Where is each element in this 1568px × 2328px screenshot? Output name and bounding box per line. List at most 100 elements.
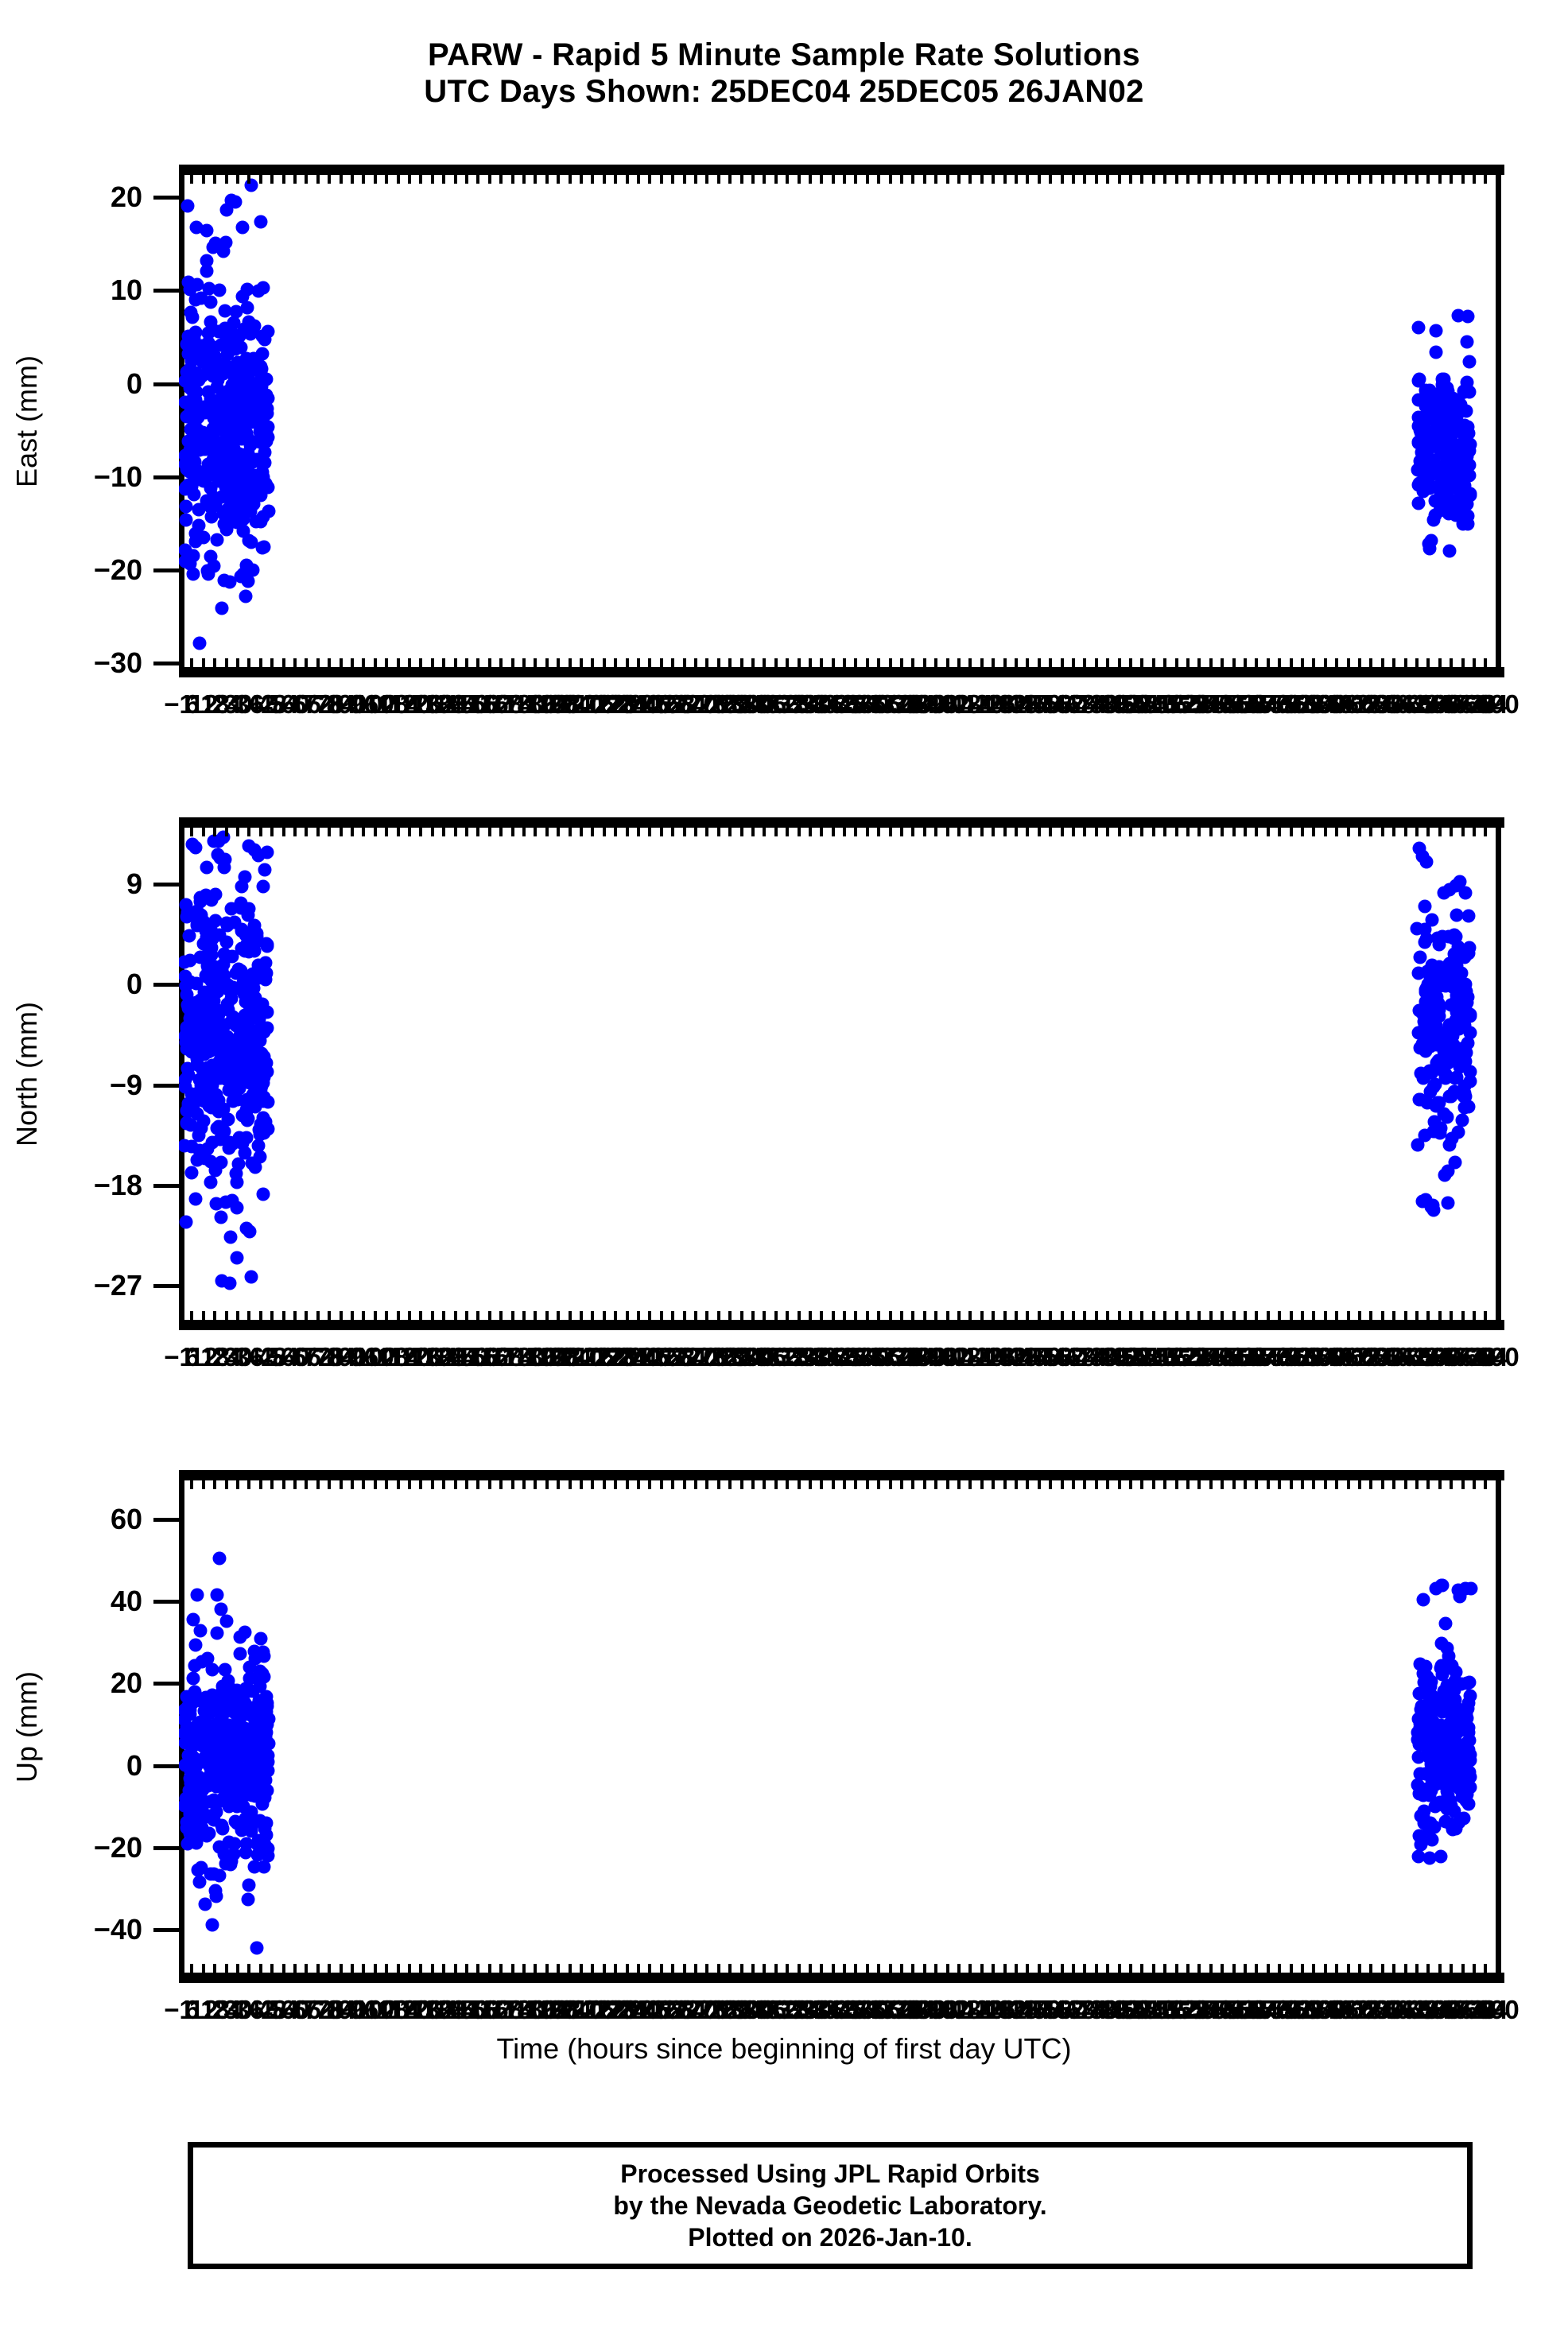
data-point — [179, 480, 193, 495]
x-tick-label: 552 — [1212, 689, 1256, 719]
data-point — [179, 499, 193, 514]
x-tick-label: 210 — [559, 689, 604, 719]
y-tick-mark — [153, 475, 179, 479]
x-minor-tick — [1501, 1320, 1504, 1330]
data-point — [217, 1051, 231, 1065]
data-point — [234, 901, 248, 915]
x-tick-label: 570 — [1246, 689, 1290, 719]
x-tick-label: 96 — [349, 689, 379, 719]
data-point — [243, 1224, 257, 1239]
plot-area-up — [179, 1470, 1501, 1983]
data-point — [252, 1123, 266, 1137]
data-point — [1419, 424, 1434, 438]
data-point — [1411, 966, 1426, 980]
x-tick-label: 120 — [387, 689, 432, 719]
data-point — [257, 1860, 271, 1874]
y-tick-mark — [153, 1183, 179, 1188]
data-point — [260, 937, 274, 952]
data-point — [218, 1663, 232, 1677]
data-point — [1451, 967, 1465, 981]
data-point — [1429, 345, 1443, 359]
data-point — [204, 295, 218, 309]
data-point — [1426, 513, 1440, 527]
data-point — [193, 1624, 208, 1638]
x-tick-label: 414 — [949, 689, 993, 719]
data-point — [182, 929, 196, 943]
data-point — [209, 1088, 223, 1102]
data-point — [1416, 1071, 1430, 1085]
x-tick-label: 138 — [422, 689, 467, 719]
data-point — [194, 1078, 208, 1092]
x-tick-label: 420 — [960, 689, 1004, 719]
data-point — [206, 960, 220, 975]
x-tick-label: 222 — [582, 689, 627, 719]
data-point — [1427, 1115, 1442, 1129]
data-point — [220, 347, 235, 362]
data-point — [227, 1792, 242, 1806]
x-tick-label: 48 — [258, 689, 287, 719]
data-point — [193, 1779, 208, 1794]
data-point — [254, 365, 268, 379]
x-tick-label: 312 — [754, 689, 798, 719]
plot-panel-up: 60 40 20 0 −20 −40 Up (mm) — [10, 1470, 1504, 1983]
x-tick-label: 66 — [292, 689, 322, 719]
data-point — [222, 1835, 236, 1849]
data-point — [207, 1793, 221, 1807]
data-point — [206, 240, 220, 254]
data-point — [1442, 1138, 1457, 1152]
data-point — [184, 305, 198, 320]
data-point — [188, 1638, 203, 1652]
x-tick-label: 258 — [650, 689, 696, 719]
data-point — [1441, 1196, 1455, 1210]
data-point — [256, 1187, 270, 1201]
data-point — [240, 282, 254, 297]
data-point — [231, 1067, 246, 1081]
data-point — [221, 394, 235, 408]
data-point — [1439, 1069, 1454, 1083]
data-point — [246, 563, 260, 577]
data-point — [194, 1792, 208, 1806]
x-tick-label: 630 — [1360, 689, 1405, 719]
data-point — [206, 369, 220, 383]
x-tick-label: 504 — [1120, 689, 1165, 719]
data-point — [194, 908, 208, 922]
x-tick-label: 270 — [673, 689, 718, 719]
data-point — [244, 1270, 258, 1284]
data-point — [1451, 980, 1465, 994]
data-point — [200, 860, 214, 875]
chart-subtitle: UTC Days Shown: 25DEC04 25DEC05 26JAN02 — [424, 74, 1144, 109]
x-tick-label: 186 — [514, 689, 558, 719]
x-tick-label: 36 — [235, 689, 265, 719]
data-point — [1442, 544, 1457, 558]
x-tick-label: 690 — [1475, 689, 1519, 719]
data-point — [200, 223, 213, 238]
data-point — [215, 1274, 229, 1288]
data-point — [1463, 488, 1477, 502]
data-point — [188, 1192, 203, 1206]
data-point — [223, 1857, 238, 1872]
data-point — [246, 1051, 260, 1065]
x-tick-label: 240 — [616, 689, 661, 719]
x-tick-label: 372 — [868, 689, 913, 719]
x-tick-label: −1 — [164, 689, 194, 719]
data-point — [244, 318, 258, 332]
x-tick-label: 282 — [697, 689, 741, 719]
data-point — [1458, 1089, 1473, 1104]
x-minor-tick — [1501, 817, 1504, 828]
data-point — [256, 281, 270, 295]
data-point — [256, 394, 270, 409]
data-point — [255, 541, 270, 555]
x-tick-label: 690 — [1475, 1342, 1519, 1372]
data-point — [179, 513, 193, 527]
x-minor-tick — [1501, 667, 1504, 677]
x-tick-label: 378 — [879, 689, 925, 719]
data-point — [220, 997, 235, 1011]
data-point — [208, 887, 223, 902]
data-point — [255, 477, 270, 491]
data-point — [214, 1210, 228, 1224]
data-point — [184, 1166, 199, 1180]
data-point — [192, 518, 206, 532]
data-point — [1423, 1084, 1438, 1099]
data-point — [249, 514, 263, 529]
data-point — [258, 445, 272, 460]
